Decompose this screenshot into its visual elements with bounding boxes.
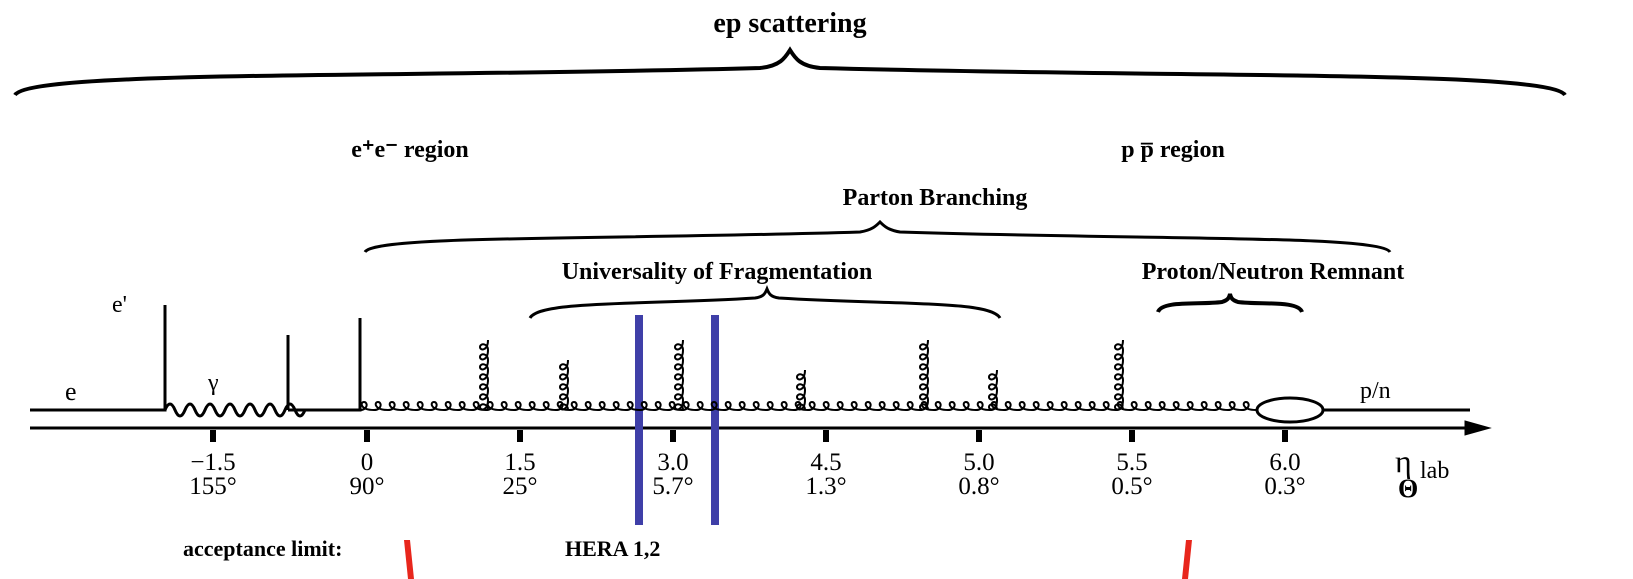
gluon [920,340,928,410]
region-label: e⁺e⁻ region [351,137,469,163]
brace [15,50,1565,95]
tick [517,430,523,442]
particle-label: p/n [1360,378,1391,404]
tick-label: 0.5° [1111,473,1152,500]
brace-label: Universality of Fragmentation [562,259,873,285]
tick [364,430,370,442]
gluon [989,370,997,410]
tick-label: 6.0 [1269,449,1300,476]
brace-label: Parton Branching [843,185,1028,211]
particle-label: γ [207,370,219,396]
tick [823,430,829,442]
photon [165,404,305,416]
region-label: p p̅ region [1121,137,1225,163]
gluon [1115,340,1123,410]
tick-label: 5.5 [1116,449,1147,476]
tick-label: 0.8° [958,473,999,500]
gluon [675,340,683,410]
title: ep scattering [713,8,866,39]
tick-label: −1.5 [190,449,235,476]
tick-label: 25° [503,473,538,500]
tick-label: 1.3° [805,473,846,500]
tick-label: 90° [350,473,385,500]
gluon [480,340,488,410]
tick [670,430,676,442]
tick-label: 155° [189,473,237,500]
tick-label: 5.0 [963,449,994,476]
particle-label: e' [112,292,127,318]
tick-label: 0 [361,449,374,476]
tick [1282,430,1288,442]
axis-arrow [1465,421,1490,435]
acceptance-marker [404,540,1192,579]
tick [1129,430,1135,442]
axis-title: lab [1420,458,1449,484]
tick-label: 4.5 [810,449,841,476]
tick-label: 3.0 [657,449,688,476]
brace [365,222,1390,252]
tick-label: 0.3° [1264,473,1305,500]
diagram: ep scattering e⁺e⁻ region p p̅ region Pa… [0,0,1633,579]
axis-title: Θ [1398,474,1418,503]
brace-label: Proton/Neutron Remnant [1142,259,1404,285]
tick-label: 5.7° [652,473,693,500]
footer-label: acceptance limit: [183,536,342,561]
beam-line [30,305,360,410]
gluon [797,370,805,410]
acceptance-bar [635,315,643,525]
tick [210,430,216,442]
brace [530,289,1000,318]
particle-label: e [65,377,77,406]
brace [1158,294,1302,312]
proton-remnant [1257,398,1323,422]
tick [976,430,982,442]
footer-label: HERA 1,2 [565,536,660,561]
tick-label: 1.5 [504,449,535,476]
acceptance-bar [711,315,719,525]
